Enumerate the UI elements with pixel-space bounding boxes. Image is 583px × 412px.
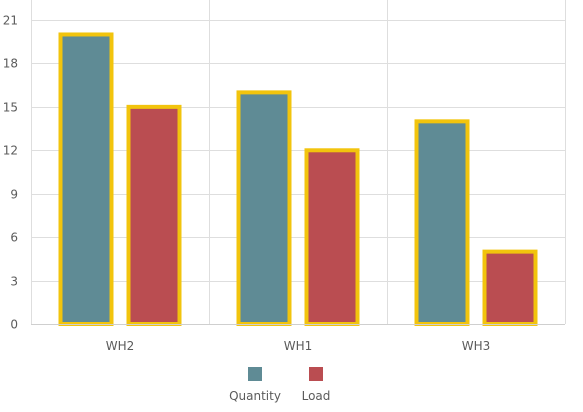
- bar-load-wh1: [304, 148, 360, 326]
- bar-quantity-wh1: [236, 90, 292, 326]
- legend: Quantity Load: [229, 367, 330, 403]
- bar-quantity-wh2: [58, 32, 114, 326]
- bar-load-wh2: [126, 104, 182, 326]
- y-tick-label: 15: [3, 101, 18, 115]
- grid: [31, 0, 566, 324]
- legend-swatch-quantity: [248, 367, 262, 381]
- x-tick-label: WH1: [284, 339, 313, 353]
- y-tick-label: 9: [10, 188, 18, 202]
- legend-label-quantity: Quantity: [229, 389, 281, 403]
- y-tick-label: 6: [10, 231, 18, 245]
- x-tick-label: WH2: [106, 339, 135, 353]
- x-tick-label: WH3: [462, 339, 491, 353]
- y-tick-label: 18: [3, 57, 18, 71]
- legend-swatch-load: [309, 367, 323, 381]
- y-tick-label: 3: [10, 275, 18, 289]
- axes: 0 3 6 9 12 15 18 21 WH2 WH1 WH3: [3, 14, 565, 353]
- y-tick-label: 21: [3, 14, 18, 28]
- y-tick-label: 12: [3, 144, 18, 158]
- bar-quantity-wh3: [414, 119, 470, 327]
- bars: [58, 32, 538, 327]
- legend-label-load: Load: [302, 389, 331, 403]
- bar-load-wh3: [482, 249, 538, 326]
- y-tick-label: 0: [10, 318, 18, 332]
